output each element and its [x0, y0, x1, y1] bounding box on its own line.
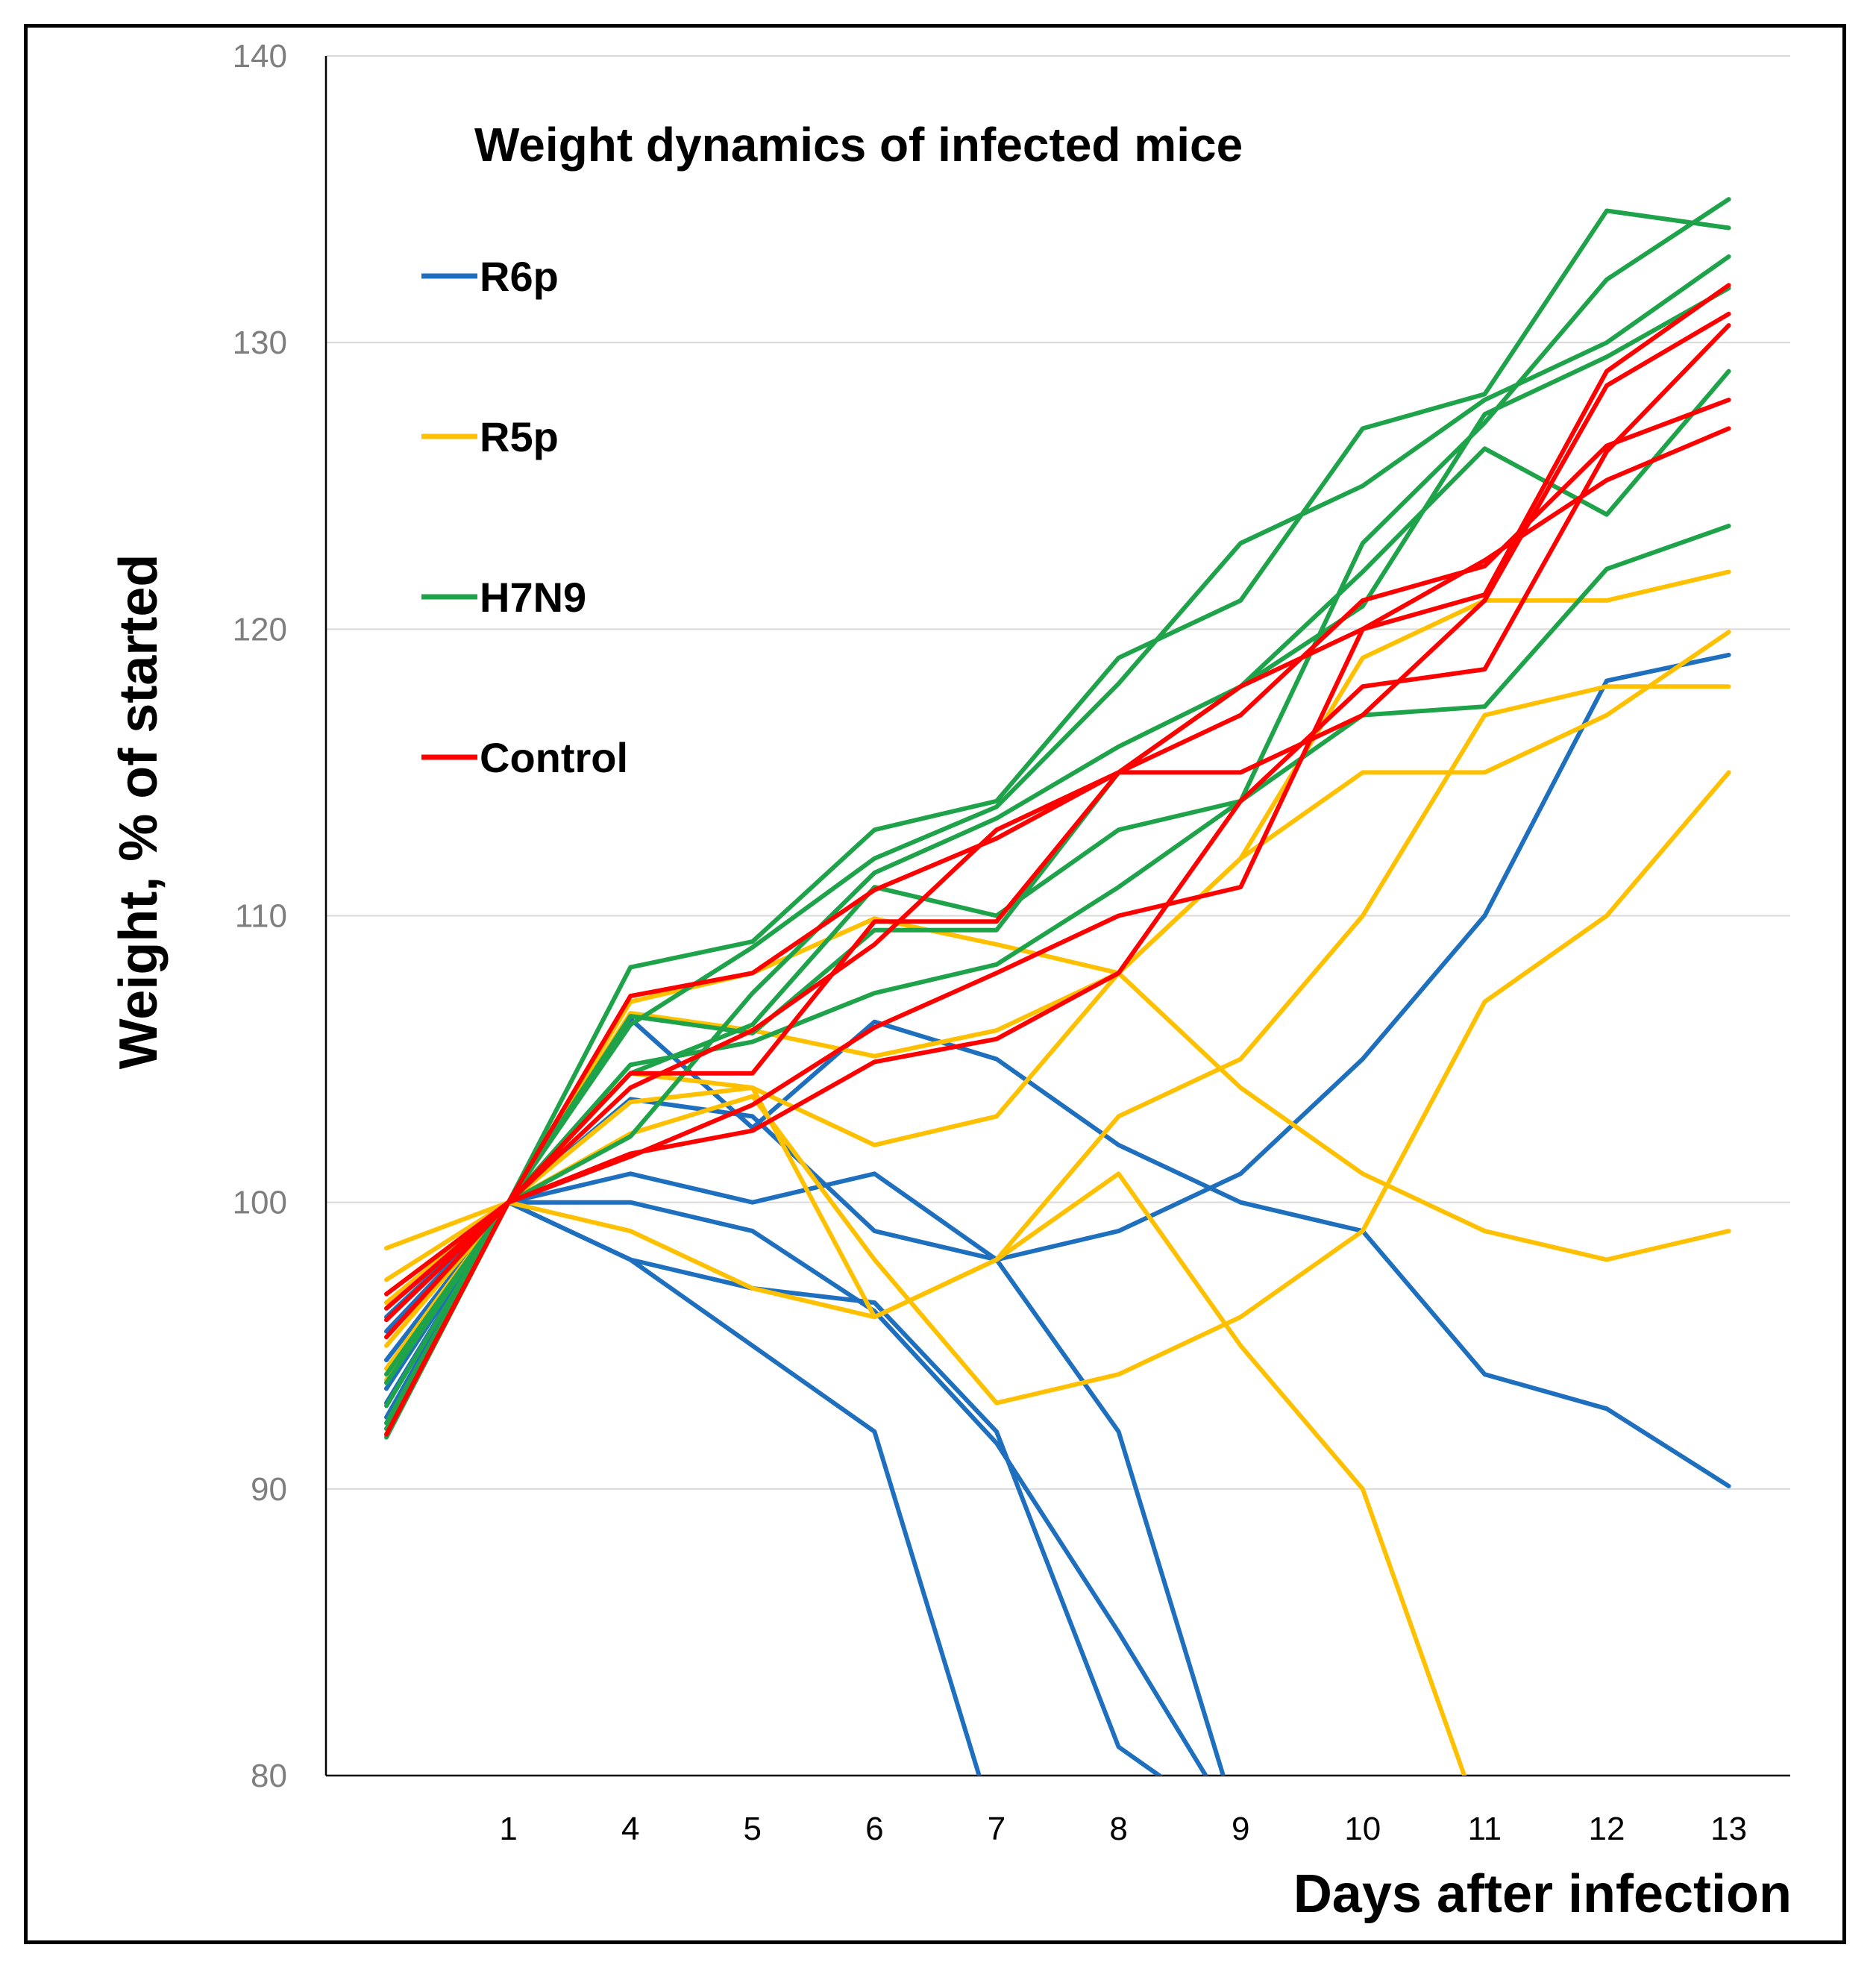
series-line-r6p-2 [384, 1097, 1226, 1776]
x-tick-label: 12 [1589, 1811, 1625, 1847]
x-tick-label: 10 [1344, 1811, 1381, 1847]
x-tick-label: 11 [1468, 1811, 1502, 1847]
series-line-control-22 [384, 323, 1731, 1437]
y-axis-title: Weight, % of started [109, 554, 169, 1070]
series-line-r5p-6 [384, 569, 1731, 1251]
y-tick-label: 80 [251, 1758, 287, 1794]
x-tick-label: 4 [621, 1811, 639, 1847]
axes [324, 56, 1790, 1777]
series-line-r5p-10 [384, 1171, 1467, 1776]
x-tick-label: 9 [1232, 1811, 1249, 1847]
legend-label-h7n9: H7N9 [480, 574, 586, 621]
legend-label-control: Control [480, 734, 628, 781]
chart-title: Weight dynamics of infected mice [474, 118, 1243, 172]
y-tick-labels: 80 90 100 110 120 130 140 [233, 38, 287, 1794]
x-tick-label: 7 [988, 1811, 1006, 1847]
x-tick-labels: 1 4 5 6 7 8 9 10 11 12 13 [499, 1811, 1747, 1847]
chart-frame [24, 24, 1846, 1944]
y-tick-label: 100 [233, 1185, 287, 1221]
series-lines [384, 197, 1731, 1776]
y-tick-label: 110 [235, 898, 287, 935]
legend-label-r5p: R5p [480, 413, 559, 460]
series-line-h7n9-12 [384, 208, 1731, 1385]
y-tick-label: 120 [233, 611, 287, 648]
legend-label-r6p: R6p [480, 253, 559, 300]
x-tick-label: 6 [865, 1811, 883, 1847]
series-line-h7n9-13 [384, 197, 1731, 1440]
y-tick-label: 90 [251, 1471, 287, 1508]
x-axis-title: Days after infection [1293, 1864, 1792, 1924]
series-line-control-18 [384, 283, 1731, 1297]
x-tick-label: 1 [499, 1811, 517, 1847]
legend: R6p R5p H7N9 Control [421, 253, 628, 781]
series-line-h7n9-16 [384, 524, 1731, 1409]
series-line-r6p-3 [384, 1200, 1208, 1776]
x-tick-label: 13 [1710, 1811, 1747, 1847]
x-tick-label: 8 [1109, 1811, 1127, 1847]
series-line-r5p-7 [384, 630, 1731, 1282]
series-line-r6p-5 [384, 1200, 1164, 1776]
series-line-h7n9-14 [384, 254, 1731, 1426]
series-line-h7n9-15 [384, 369, 1731, 1377]
series-line-control-19 [384, 311, 1731, 1311]
series-line-r5p-11 [384, 916, 1731, 1348]
series-line-h7n9-17 [384, 286, 1731, 1432]
x-tick-label: 5 [744, 1811, 762, 1847]
y-tick-label: 130 [233, 325, 287, 361]
y-tick-label: 140 [233, 38, 287, 75]
series-line-r6p-0 [384, 652, 1731, 1334]
